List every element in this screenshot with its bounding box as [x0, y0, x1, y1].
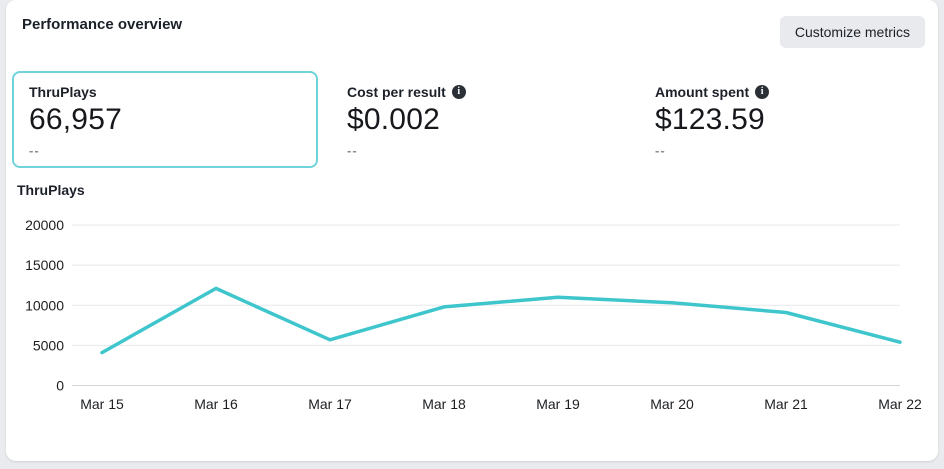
page-title: Performance overview	[22, 16, 183, 33]
thruplays-series-line	[100, 286, 902, 355]
metric-label-text: Cost per result	[347, 84, 446, 100]
metric-card-cost-per-result[interactable]: Cost per result i $0.002 --	[330, 71, 483, 171]
metric-value: 66,957	[29, 103, 122, 136]
metric-value: $0.002	[347, 103, 440, 136]
metric-label: ThruPlays	[29, 84, 301, 100]
metric-sub-dashes: --	[655, 143, 666, 158]
metric-label-text: Amount spent	[655, 84, 750, 100]
metrics-row: ThruPlays 66,957 -- Cost per result i $0…	[6, 70, 938, 170]
y-tick-label: 5000	[33, 337, 64, 353]
metric-sub-dashes: --	[347, 143, 358, 158]
metric-label-text: ThruPlays	[29, 84, 97, 100]
info-icon[interactable]: i	[755, 85, 770, 99]
x-tick-label: Mar 19	[536, 396, 580, 412]
x-tick-label: Mar 20	[650, 396, 694, 412]
x-tick-label: Mar 15	[80, 396, 124, 412]
thruplays-line-chart: 0 5000 10000 15000 20000 Mar 15 Mar 16 Mar 17 Ma…	[25, 217, 922, 412]
metric-label: Amount spent i	[655, 84, 770, 100]
metric-card-thruplays[interactable]: ThruPlays 66,957 --	[12, 71, 318, 168]
y-tick-label: 20000	[25, 217, 64, 233]
x-tick-label: Mar 16	[194, 396, 238, 412]
x-tick-label: Mar 22	[878, 396, 922, 412]
panel-header: Performance overview Customize metrics	[6, 0, 938, 58]
customize-metrics-button[interactable]: Customize metrics	[779, 16, 925, 48]
metric-value: $123.59	[655, 103, 765, 136]
x-tick-label: Mar 18	[422, 396, 466, 412]
info-icon[interactable]: i	[451, 85, 466, 99]
y-tick-label: 10000	[25, 297, 64, 313]
chart-title: ThruPlays	[17, 182, 85, 198]
metric-card-amount-spent[interactable]: Amount spent i $123.59 --	[638, 71, 786, 171]
y-tick-label: 0	[56, 378, 64, 394]
metric-sub-dashes: --	[29, 143, 40, 158]
y-tick-label: 15000	[25, 257, 64, 273]
x-tick-label: Mar 17	[308, 396, 352, 412]
metric-label: Cost per result i	[347, 84, 466, 100]
x-tick-label: Mar 21	[764, 396, 808, 412]
performance-overview-panel: Performance overview Customize metrics T…	[6, 0, 938, 461]
